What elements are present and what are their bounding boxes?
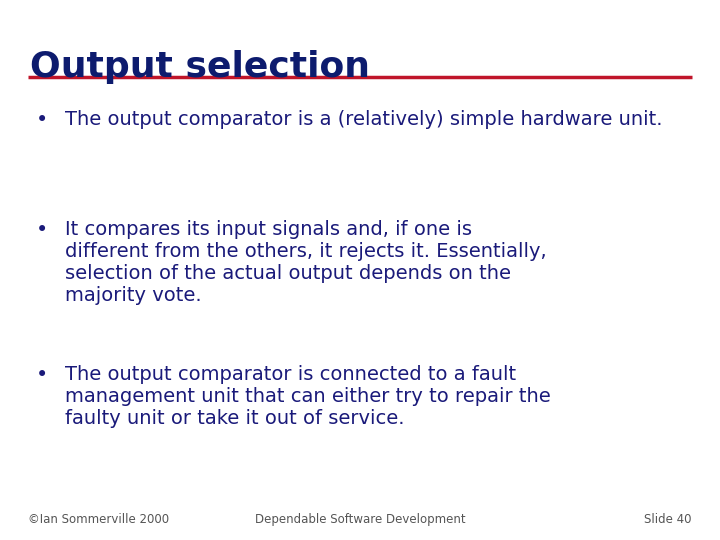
Text: It compares its input signals and, if one is: It compares its input signals and, if on… xyxy=(65,220,472,239)
Text: Dependable Software Development: Dependable Software Development xyxy=(255,513,465,526)
Text: The output comparator is connected to a fault: The output comparator is connected to a … xyxy=(65,365,516,384)
Text: Output selection: Output selection xyxy=(30,50,370,84)
Text: different from the others, it rejects it. Essentially,: different from the others, it rejects it… xyxy=(65,242,546,261)
Text: Slide 40: Slide 40 xyxy=(644,513,692,526)
Text: •: • xyxy=(36,220,48,240)
Text: The output comparator is a (relatively) simple hardware unit.: The output comparator is a (relatively) … xyxy=(65,110,662,129)
Text: •: • xyxy=(36,110,48,130)
Text: •: • xyxy=(36,365,48,385)
Text: faulty unit or take it out of service.: faulty unit or take it out of service. xyxy=(65,409,405,428)
Text: management unit that can either try to repair the: management unit that can either try to r… xyxy=(65,387,551,406)
Text: majority vote.: majority vote. xyxy=(65,286,202,305)
Text: ©Ian Sommerville 2000: ©Ian Sommerville 2000 xyxy=(28,513,169,526)
Text: selection of the actual output depends on the: selection of the actual output depends o… xyxy=(65,264,511,283)
